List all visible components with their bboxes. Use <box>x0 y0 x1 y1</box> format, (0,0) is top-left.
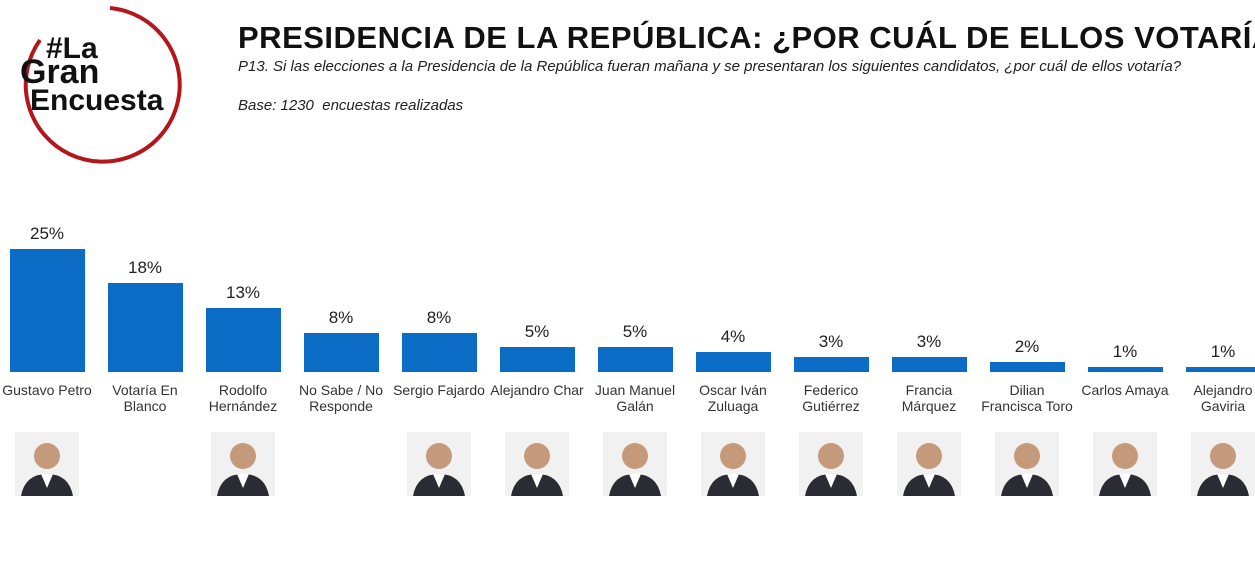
candidate-photo <box>799 432 863 496</box>
value-label: 1% <box>1210 342 1236 362</box>
candidate-photo <box>1191 432 1255 496</box>
category-label: Rodolfo Hernández <box>208 382 278 414</box>
value-label: 5% <box>622 322 648 342</box>
value-label: 3% <box>818 332 844 352</box>
bar <box>597 347 673 372</box>
category-label: Francia Márquez <box>901 382 957 414</box>
category-label: Oscar Iván Zuluaga <box>699 382 767 414</box>
category-label: No Sabe / No Responde <box>298 382 384 414</box>
candidate-photo <box>211 432 275 496</box>
category-label: Votaría En Blanco <box>112 382 178 414</box>
candidate-photo <box>897 432 961 496</box>
category-label: Juan Manuel Galán <box>594 382 676 414</box>
candidate-photo <box>15 432 79 496</box>
category-label: Sergio Fajardo <box>393 382 485 398</box>
bar <box>891 357 967 372</box>
base-note: Base: 1230 encuestas realizadas <box>238 97 464 114</box>
category-label: Federico Gutiérrez <box>802 382 860 414</box>
logo-text: #La <box>46 32 98 65</box>
value-label: 5% <box>524 322 550 342</box>
bar <box>401 332 477 372</box>
bar <box>1185 367 1255 372</box>
logo-text: Encuesta <box>30 84 164 117</box>
bar <box>793 357 869 372</box>
bar <box>695 352 771 372</box>
value-label: 4% <box>720 327 746 347</box>
candidate-photo <box>603 432 667 496</box>
bar <box>499 347 575 372</box>
candidate-photo <box>407 432 471 496</box>
value-label: 8% <box>426 307 452 327</box>
logo-ring <box>23 6 182 164</box>
category-label: Dilian Francisca Toro <box>981 382 1073 414</box>
value-label: 25% <box>29 224 65 243</box>
title: PRESIDENCIA DE LA REPÚBLICA: ¿POR CUÁL D… <box>238 20 1255 55</box>
bar <box>989 362 1065 372</box>
logo-text: Gran <box>20 53 100 91</box>
category-label: Alejandro Char <box>490 382 584 398</box>
question: P13. Si las elecciones a la Presidencia … <box>238 58 1182 75</box>
category-label: Carlos Amaya <box>1081 382 1169 398</box>
candidate-photo <box>1093 432 1157 496</box>
value-label: 18% <box>127 258 163 278</box>
bar <box>205 308 281 372</box>
value-label: 2% <box>1014 337 1040 357</box>
bar <box>1087 367 1163 372</box>
candidate-photo <box>505 432 569 496</box>
value-label: 8% <box>328 307 354 327</box>
bar <box>9 249 85 372</box>
bar <box>303 332 379 372</box>
bar <box>107 283 183 372</box>
value-label: 3% <box>916 332 942 352</box>
candidate-photo <box>701 432 765 496</box>
value-label: 1% <box>1112 342 1138 362</box>
logo-arc <box>23 6 182 164</box>
category-label: Gustavo Petro <box>2 382 92 398</box>
candidate-photo <box>995 432 1059 496</box>
value-label: 13% <box>225 283 261 303</box>
category-label: Alejandro Gaviria <box>1193 382 1253 414</box>
